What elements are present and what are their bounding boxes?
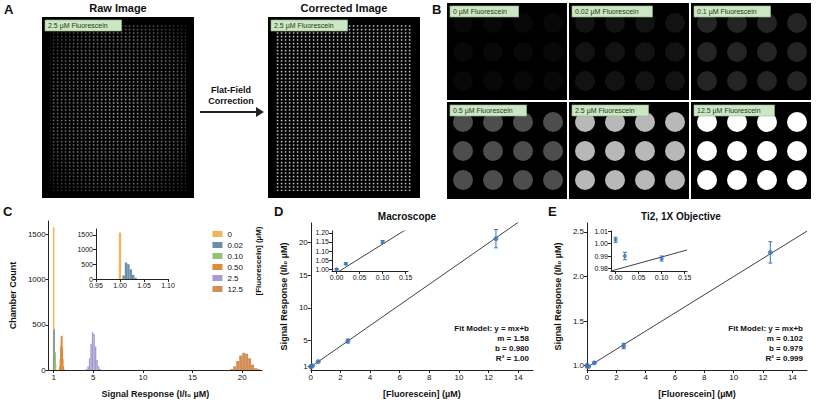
svg-text:Raw Image: Raw Image [89,2,146,14]
svg-text:1.00: 1.00 [594,240,608,247]
svg-text:10: 10 [138,373,147,382]
svg-text:R² = 0.999: R² = 0.999 [765,354,803,363]
svg-text:Chamber Count: Chamber Count [8,262,18,330]
svg-text:0.05: 0.05 [632,274,646,281]
svg-text:1000: 1000 [77,246,93,253]
svg-text:500: 500 [81,261,93,268]
svg-text:0.02 µM Fluorescein: 0.02 µM Fluorescein [575,8,639,16]
svg-text:4: 4 [643,373,648,382]
svg-text:R² = 1.00: R² = 1.00 [496,354,530,363]
svg-text:1.5: 1.5 [573,317,585,326]
svg-text:1.05: 1.05 [315,257,329,264]
svg-text:12.5 µM Fluorescein: 12.5 µM Fluorescein [697,107,761,115]
svg-text:1.10: 1.10 [315,248,329,255]
svg-text:0.10: 0.10 [376,274,390,281]
svg-text:1.05: 1.05 [137,282,151,289]
svg-text:5: 5 [303,336,308,345]
svg-text:5: 5 [91,373,96,382]
svg-text:1.0: 1.0 [573,361,585,370]
svg-text:m = 1.58: m = 1.58 [497,334,529,343]
svg-text:[Fluorescein] (µM): [Fluorescein] (µM) [254,226,263,295]
svg-text:0: 0 [585,373,590,382]
svg-text:2.5: 2.5 [573,227,585,236]
svg-text:14: 14 [514,373,523,382]
svg-text:10: 10 [729,373,738,382]
svg-text:[Fluorescein] (µM): [Fluorescein] (µM) [658,389,736,399]
svg-text:0 µM Fluorescein: 0 µM Fluorescein [453,8,507,16]
svg-text:Signal Response (I/I₀ µM): Signal Response (I/I₀ µM) [553,243,563,351]
svg-text:2.5 µM Fluorescein: 2.5 µM Fluorescein [575,107,635,115]
svg-text:15: 15 [299,271,308,280]
svg-text:Signal Response (I/I₀ µM): Signal Response (I/I₀ µM) [279,243,289,351]
svg-text:2.5 µM Fluorescein: 2.5 µM Fluorescein [274,22,334,30]
svg-text:2: 2 [614,373,619,382]
svg-text:2.5: 2.5 [227,274,239,283]
svg-text:14: 14 [788,373,797,382]
svg-text:0.5 µM Fluorescein: 0.5 µM Fluorescein [453,107,513,115]
svg-text:A: A [4,2,14,17]
svg-text:0.15: 0.15 [678,274,692,281]
svg-text:Fit Model: y = mx+b: Fit Model: y = mx+b [454,324,529,333]
svg-text:10: 10 [299,303,308,312]
svg-text:0.1 µM Fluorescein: 0.1 µM Fluorescein [697,8,757,16]
svg-text:Fit Model: y = mx+b: Fit Model: y = mx+b [728,324,803,333]
svg-text:Correction: Correction [208,96,254,106]
svg-text:0: 0 [89,275,93,283]
svg-text:m = 0.102: m = 0.102 [767,334,804,343]
svg-text:12: 12 [484,373,493,382]
svg-text:12: 12 [759,373,768,382]
svg-text:1.00: 1.00 [113,282,127,289]
svg-text:Corrected Image: Corrected Image [301,2,388,14]
svg-text:20: 20 [299,238,308,247]
svg-text:4: 4 [368,373,373,382]
svg-text:2.5 µM Fluorescein: 2.5 µM Fluorescein [48,22,108,30]
svg-text:6: 6 [397,373,402,382]
svg-text:0.00: 0.00 [330,274,344,281]
svg-text:0: 0 [309,373,314,382]
svg-text:0.95: 0.95 [89,282,103,289]
svg-text:500: 500 [32,320,46,329]
svg-text:0.10: 0.10 [227,252,243,261]
svg-text:1500: 1500 [77,231,93,238]
svg-text:E: E [548,204,557,219]
svg-text:1.10: 1.10 [161,282,175,289]
svg-text:B: B [432,2,441,17]
svg-text:0.00: 0.00 [609,274,623,281]
svg-text:0.98: 0.98 [594,265,608,272]
svg-text:12.5: 12.5 [227,285,243,294]
svg-text:Flat-Field: Flat-Field [211,85,251,95]
svg-text:Ti2, 1X Objective: Ti2, 1X Objective [641,211,721,222]
svg-text:0.02: 0.02 [227,241,243,250]
svg-text:8: 8 [427,373,432,382]
svg-text:1: 1 [303,362,308,371]
svg-text:2.0: 2.0 [573,272,585,281]
svg-text:0: 0 [41,366,46,375]
svg-text:1500: 1500 [28,230,46,239]
svg-text:Macroscope: Macroscope [378,211,437,222]
svg-text:1000: 1000 [28,275,46,284]
svg-text:15: 15 [188,373,197,382]
svg-text:1: 1 [51,373,56,382]
svg-text:b = 0.980: b = 0.980 [495,344,530,353]
svg-text:10: 10 [454,373,463,382]
svg-text:b = 0.979: b = 0.979 [769,344,804,353]
svg-text:0.99: 0.99 [594,253,608,260]
svg-text:C: C [3,204,13,219]
svg-text:[Fluorescein] (µM): [Fluorescein] (µM) [383,389,461,399]
svg-text:0.15: 0.15 [399,274,413,281]
svg-text:8: 8 [702,373,707,382]
svg-text:6: 6 [673,373,678,382]
svg-text:1.15: 1.15 [315,238,329,245]
svg-text:20: 20 [238,373,247,382]
svg-text:0.05: 0.05 [353,274,367,281]
svg-text:0.10: 0.10 [655,274,669,281]
svg-text:1.01: 1.01 [594,228,608,235]
svg-text:D: D [274,204,283,219]
svg-text:0: 0 [227,230,232,239]
svg-text:2: 2 [338,373,343,382]
svg-text:1.00: 1.00 [315,266,329,273]
svg-text:0.50: 0.50 [227,263,243,272]
svg-text:1.20: 1.20 [315,229,329,236]
svg-text:Signal Response (I/I₀ µM): Signal Response (I/I₀ µM) [101,389,209,399]
